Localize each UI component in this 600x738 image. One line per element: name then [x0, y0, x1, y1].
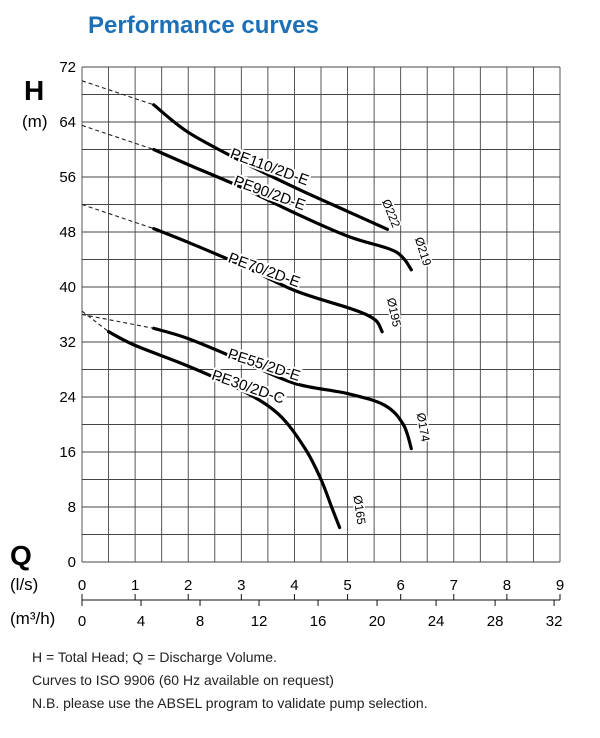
curve-extrapolation	[81, 124, 154, 151]
y-tick-label: 64	[59, 114, 76, 131]
x-tick-label-m3h: 28	[487, 613, 504, 630]
x-axis-unit-primary: (l/s)	[10, 575, 38, 594]
y-tick-label: 48	[59, 224, 76, 241]
impeller-label: Ø219	[412, 235, 434, 268]
y-axis-label: H	[24, 75, 44, 106]
y-tick-label: 32	[59, 334, 76, 351]
curve-label: PE70/2D-E	[226, 250, 302, 292]
footnote: Curves to ISO 9906 (60 Hz available on r…	[32, 672, 334, 688]
x-axis-unit-secondary: (m³/h)	[10, 609, 55, 628]
x-tick-label-m3h: 20	[369, 613, 386, 630]
x-tick-label-ls: 8	[503, 577, 511, 594]
x-tick-label-ls: 1	[131, 577, 139, 594]
y-tick-label: 40	[59, 279, 76, 296]
x-tick-label-ls: 5	[343, 577, 351, 594]
curve-extrapolation	[81, 80, 154, 106]
x-tick-label-m3h: 32	[546, 613, 563, 630]
grid	[81, 66, 561, 563]
impeller-label: Ø222	[379, 197, 403, 230]
x-tick-label-m3h: 24	[428, 613, 445, 630]
x-tick-label-m3h: 4	[137, 613, 145, 630]
footnote: N.B. please use the ABSEL program to val…	[32, 695, 428, 711]
curve-pe30-2d-c	[107, 330, 342, 530]
x-tick-label-m3h: 16	[310, 613, 327, 630]
curve-pe90-2d-e	[152, 147, 413, 272]
x-tick-label-m3h: 0	[78, 613, 86, 630]
impeller-label: Ø165	[351, 494, 369, 525]
curve-pe70-2d-e	[152, 227, 384, 334]
footnotes: H = Total Head; Q = Discharge Volume. Cu…	[32, 646, 428, 715]
y-tick-label: 24	[59, 389, 76, 406]
x-tick-label-ls: 0	[78, 577, 86, 594]
y-axis-unit: (m)	[22, 112, 47, 131]
chart-title: Performance curves	[88, 12, 319, 39]
x-tick-label-ls: 2	[184, 577, 192, 594]
y-tick-label: 8	[68, 499, 76, 516]
x-tick-label-ls: 7	[450, 577, 458, 594]
curve-pe110-2d-e	[152, 103, 389, 231]
x-tick-label-ls: 6	[396, 577, 404, 594]
curve-extrapolation	[81, 313, 154, 329]
y-tick-label: 56	[59, 169, 76, 186]
x-tick-label-m3h: 8	[196, 613, 204, 630]
y-tick-label: 72	[59, 59, 76, 76]
curves	[81, 80, 413, 530]
curve-extrapolation	[81, 310, 109, 333]
x-axis-label: Q	[10, 540, 32, 571]
footnote: H = Total Head; Q = Discharge Volume.	[32, 649, 277, 665]
x-tick-label-ls: 3	[237, 577, 245, 594]
x-tick-label-ls: 9	[556, 577, 564, 594]
x-tick-label-m3h: 12	[251, 613, 268, 630]
y-tick-label: 16	[59, 444, 76, 461]
curve-pe55-2d-e	[152, 326, 413, 451]
curve-extrapolation	[81, 203, 154, 230]
y-tick-label: 0	[68, 554, 76, 571]
impeller-label: Ø174	[414, 412, 433, 444]
x-tick-label-ls: 4	[290, 577, 298, 594]
